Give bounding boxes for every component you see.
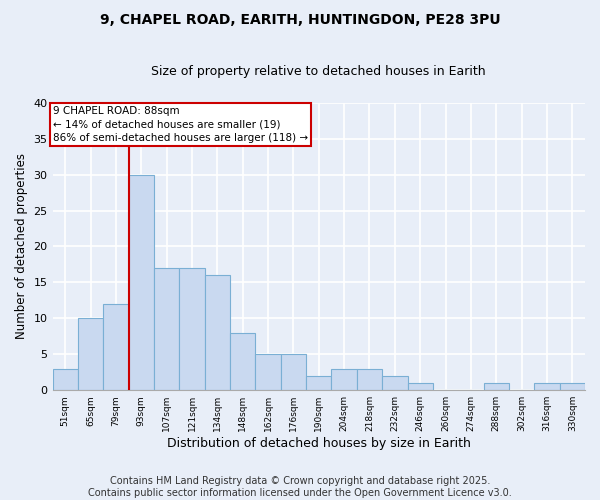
Bar bbox=[357, 368, 382, 390]
Bar bbox=[128, 174, 154, 390]
Bar bbox=[230, 332, 256, 390]
Y-axis label: Number of detached properties: Number of detached properties bbox=[15, 154, 28, 340]
Bar bbox=[205, 275, 230, 390]
Bar bbox=[484, 383, 509, 390]
Bar bbox=[331, 368, 357, 390]
Bar bbox=[407, 383, 433, 390]
Bar bbox=[78, 318, 103, 390]
Text: 9, CHAPEL ROAD, EARITH, HUNTINGDON, PE28 3PU: 9, CHAPEL ROAD, EARITH, HUNTINGDON, PE28… bbox=[100, 12, 500, 26]
Bar bbox=[179, 268, 205, 390]
Bar bbox=[382, 376, 407, 390]
Bar bbox=[560, 383, 585, 390]
Text: 9 CHAPEL ROAD: 88sqm
← 14% of detached houses are smaller (19)
86% of semi-detac: 9 CHAPEL ROAD: 88sqm ← 14% of detached h… bbox=[53, 106, 308, 143]
Bar bbox=[534, 383, 560, 390]
Bar bbox=[103, 304, 128, 390]
Bar bbox=[281, 354, 306, 390]
Bar bbox=[306, 376, 331, 390]
Text: Contains HM Land Registry data © Crown copyright and database right 2025.
Contai: Contains HM Land Registry data © Crown c… bbox=[88, 476, 512, 498]
Title: Size of property relative to detached houses in Earith: Size of property relative to detached ho… bbox=[151, 65, 486, 78]
X-axis label: Distribution of detached houses by size in Earith: Distribution of detached houses by size … bbox=[167, 437, 471, 450]
Bar bbox=[154, 268, 179, 390]
Bar bbox=[256, 354, 281, 390]
Bar bbox=[53, 368, 78, 390]
